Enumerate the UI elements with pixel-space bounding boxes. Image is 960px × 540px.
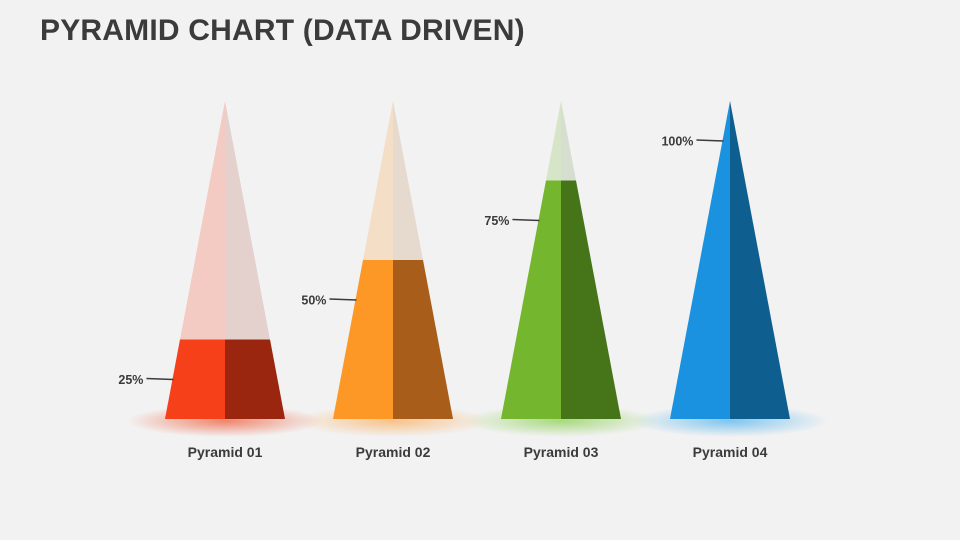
pyramid-fill-left (165, 339, 225, 419)
pyramid-fill-left (333, 260, 393, 419)
pyramid-4: 100% Pyramid 04 (632, 101, 828, 460)
pyramid-fill-left (501, 180, 561, 419)
pyramid-3: 75% Pyramid 03 (463, 101, 659, 460)
pyramid-fill-right (561, 180, 621, 419)
category-label: Pyramid 01 (188, 444, 263, 460)
pyramid-fill-right (225, 339, 285, 419)
pyramid-fill-left (670, 101, 730, 419)
value-leader-line (512, 218, 540, 222)
value-leader-line (696, 139, 724, 142)
value-leader-line (146, 377, 174, 381)
value-label: 75% (484, 214, 509, 228)
category-label: Pyramid 02 (356, 444, 431, 460)
value-leader-line (329, 298, 357, 301)
value-label: 25% (118, 373, 143, 387)
slide-title: PYRAMID CHART (DATA DRIVEN) (40, 14, 525, 47)
value-label: 50% (301, 294, 326, 308)
pyramid-fill-right (393, 260, 453, 419)
pyramid-fill-right (730, 101, 790, 419)
pyramid-1: 25% Pyramid 01 (118, 101, 323, 460)
category-label: Pyramid 04 (693, 444, 768, 460)
pyramid-2: 50% Pyramid 02 (295, 101, 491, 460)
category-label: Pyramid 03 (524, 444, 599, 460)
value-label: 100% (661, 135, 693, 149)
